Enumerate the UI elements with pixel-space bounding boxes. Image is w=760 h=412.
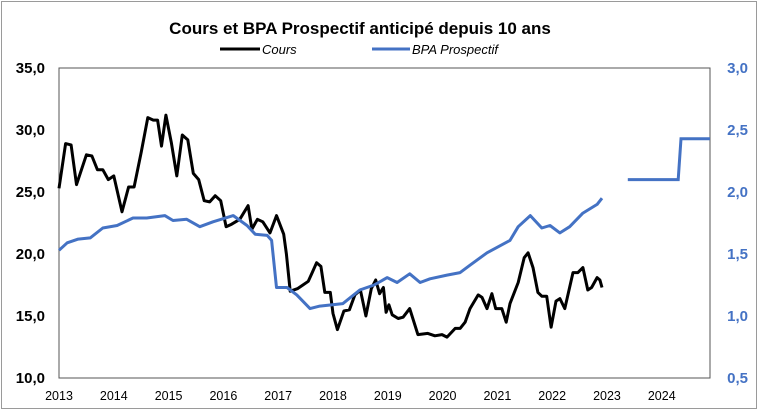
y-right-tick-label: 3,0 <box>727 60 748 77</box>
y-right-tick-label: 0,5 <box>727 370 748 387</box>
chart-title: Cours et BPA Prospectif anticipé depuis … <box>169 19 551 38</box>
x-tick-label: 2023 <box>593 389 621 403</box>
y-left-tick-label: 25,0 <box>16 184 45 201</box>
x-tick-label: 2021 <box>483 389 511 403</box>
x-tick-label: 2017 <box>264 389 292 403</box>
plot-area <box>58 67 711 379</box>
legend: Cours BPA Prospectif <box>220 42 499 57</box>
x-tick-label: 2015 <box>155 389 183 403</box>
x-tick-label: 2014 <box>100 389 128 403</box>
y-left-tick-label: 10,0 <box>16 370 45 387</box>
series-line-bpa-forecast <box>627 137 710 182</box>
legend-label-cours: Cours <box>262 42 297 57</box>
x-tick-label: 2022 <box>538 389 566 403</box>
series-line-bpa-prospectif <box>57 197 604 311</box>
y-right-tick-label: 2,0 <box>727 184 748 201</box>
y-right-tick-label: 1,5 <box>727 246 748 263</box>
x-tick-label: 2019 <box>374 389 402 403</box>
y-left-tick-label: 30,0 <box>16 122 45 139</box>
legend-label-bpa: BPA Prospectif <box>412 42 499 57</box>
x-tick-label: 2016 <box>209 389 237 403</box>
series-line-cours <box>57 113 604 339</box>
x-tick-label: 2020 <box>429 389 457 403</box>
y-right-tick-label: 1,0 <box>727 308 748 325</box>
x-tick-label: 2018 <box>319 389 347 403</box>
x-tick-label: 2013 <box>45 389 73 403</box>
y-left-tick-label: 15,0 <box>16 308 45 325</box>
y-left-tick-label: 20,0 <box>16 246 45 263</box>
x-tick-label: 2024 <box>648 389 676 403</box>
y-left-tick-label: 35,0 <box>16 60 45 77</box>
y-right-tick-label: 2,5 <box>727 122 748 139</box>
